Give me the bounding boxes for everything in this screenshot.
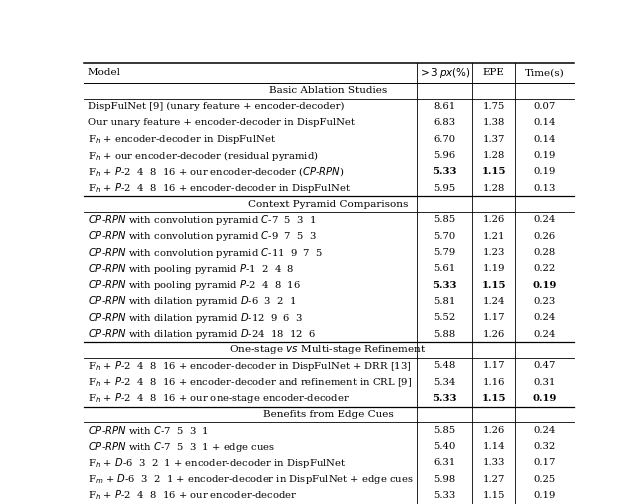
Text: 8.61: 8.61 xyxy=(433,102,456,111)
Text: F$_h$ + $\mathit{D}$-6 3 2 1 + encoder-decoder in DispFulNet: F$_h$ + $\mathit{D}$-6 3 2 1 + encoder-d… xyxy=(88,456,346,470)
Text: 5.34: 5.34 xyxy=(433,377,456,387)
Text: 1.17: 1.17 xyxy=(483,313,505,322)
Text: 0.22: 0.22 xyxy=(534,265,556,273)
Text: 1.27: 1.27 xyxy=(483,475,505,484)
Text: $> 3\,px(\%)$: $> 3\,px(\%)$ xyxy=(418,66,471,80)
Text: 0.32: 0.32 xyxy=(534,442,556,451)
Text: Basic Ablation Studies: Basic Ablation Studies xyxy=(269,86,387,95)
Text: 5.33: 5.33 xyxy=(432,167,457,176)
Text: 0.13: 0.13 xyxy=(534,183,556,193)
Text: 1.26: 1.26 xyxy=(483,330,505,339)
Text: 1.15: 1.15 xyxy=(481,394,506,403)
Text: F$_h$ + $P$-2 4 8 16 + our encoder-decoder: F$_h$ + $P$-2 4 8 16 + our encoder-decod… xyxy=(88,488,298,502)
Text: 5.48: 5.48 xyxy=(433,361,456,370)
Text: 5.33: 5.33 xyxy=(432,281,457,290)
Text: Context Pyramid Comparisons: Context Pyramid Comparisons xyxy=(248,200,408,209)
Text: 1.28: 1.28 xyxy=(483,151,505,160)
Text: 1.17: 1.17 xyxy=(483,361,505,370)
Text: 0.24: 0.24 xyxy=(534,330,556,339)
Text: 5.79: 5.79 xyxy=(433,248,456,257)
Text: 1.28: 1.28 xyxy=(483,183,505,193)
Text: 0.14: 0.14 xyxy=(534,118,556,128)
Text: 5.52: 5.52 xyxy=(433,313,456,322)
Text: 0.19: 0.19 xyxy=(534,491,556,500)
Text: F$_h$ + $P$-2 4 8 16 + encoder-decoder in DispFulNet: F$_h$ + $P$-2 4 8 16 + encoder-decoder i… xyxy=(88,181,351,195)
Text: 6.31: 6.31 xyxy=(433,459,456,467)
Text: EPE: EPE xyxy=(483,69,504,78)
Text: 0.19: 0.19 xyxy=(534,151,556,160)
Text: 0.07: 0.07 xyxy=(534,102,556,111)
Text: F$_h$ + $P$-2 4 8 16 + encoder-decoder and refinement in CRL [9]: F$_h$ + $P$-2 4 8 16 + encoder-decoder a… xyxy=(88,375,412,389)
Text: Benefits from Edge Cues: Benefits from Edge Cues xyxy=(262,410,394,419)
Text: F$_h$ + $P$-2 4 8 16 + our encoder-decoder ($\mathit{CP}$-$\mathit{RPN}$): F$_h$ + $P$-2 4 8 16 + our encoder-decod… xyxy=(88,165,344,178)
Text: 1.14: 1.14 xyxy=(483,442,505,451)
Text: 0.19: 0.19 xyxy=(534,167,556,176)
Text: 6.83: 6.83 xyxy=(433,118,456,128)
Text: 0.17: 0.17 xyxy=(534,459,556,467)
Text: F$_h$ + our encoder-decoder (residual pyramid): F$_h$ + our encoder-decoder (residual py… xyxy=(88,149,319,163)
Text: 1.23: 1.23 xyxy=(483,248,505,257)
Text: 0.31: 0.31 xyxy=(534,377,556,387)
Text: 1.26: 1.26 xyxy=(483,216,505,224)
Text: 1.15: 1.15 xyxy=(481,167,506,176)
Text: Time(s): Time(s) xyxy=(525,69,564,78)
Text: $\mathit{CP}$-$\mathit{RPN}$ with pooling pyramid $\mathit{P}$-1 2 4 8: $\mathit{CP}$-$\mathit{RPN}$ with poolin… xyxy=(88,262,294,276)
Text: 0.25: 0.25 xyxy=(534,475,556,484)
Text: 5.61: 5.61 xyxy=(433,265,456,273)
Text: 0.26: 0.26 xyxy=(534,232,556,241)
Text: $\mathit{CP}$-$\mathit{RPN}$ with convolution pyramid $\mathit{C}$-7 5 3 1: $\mathit{CP}$-$\mathit{RPN}$ with convol… xyxy=(88,213,316,227)
Text: $\mathit{CP}$-$\mathit{RPN}$ with dilation pyramid $\mathit{D}$-12 9 6 3: $\mathit{CP}$-$\mathit{RPN}$ with dilati… xyxy=(88,311,303,325)
Text: $\mathit{CP}$-$\mathit{RPN}$ with convolution pyramid $\mathit{C}$-9 7 5 3: $\mathit{CP}$-$\mathit{RPN}$ with convol… xyxy=(88,229,317,243)
Text: F$_m$ + $\mathit{D}$-6 3 2 1 + encoder-decoder in DispFulNet + edge cues: F$_m$ + $\mathit{D}$-6 3 2 1 + encoder-d… xyxy=(88,472,413,486)
Text: 5.33: 5.33 xyxy=(432,394,457,403)
Text: 0.28: 0.28 xyxy=(534,248,556,257)
Text: 0.19: 0.19 xyxy=(532,394,557,403)
Text: 0.24: 0.24 xyxy=(534,216,556,224)
Text: F$_h$ + encoder-decoder in DispFulNet: F$_h$ + encoder-decoder in DispFulNet xyxy=(88,133,276,146)
Text: 1.33: 1.33 xyxy=(483,459,505,467)
Text: 5.96: 5.96 xyxy=(433,151,456,160)
Text: Our unary feature + encoder-decoder in DispFulNet: Our unary feature + encoder-decoder in D… xyxy=(88,118,355,128)
Text: 5.40: 5.40 xyxy=(433,442,456,451)
Text: 1.21: 1.21 xyxy=(483,232,505,241)
Text: 0.24: 0.24 xyxy=(534,313,556,322)
Text: 5.95: 5.95 xyxy=(433,183,456,193)
Text: 0.24: 0.24 xyxy=(534,426,556,435)
Text: 5.81: 5.81 xyxy=(433,297,456,306)
Text: 1.75: 1.75 xyxy=(483,102,505,111)
Text: 5.85: 5.85 xyxy=(433,216,456,224)
Text: F$_h$ + $P$-2 4 8 16 + encoder-decoder in DispFulNet + DRR [13]: F$_h$ + $P$-2 4 8 16 + encoder-decoder i… xyxy=(88,359,412,373)
Text: 1.15: 1.15 xyxy=(481,281,506,290)
Text: 5.70: 5.70 xyxy=(433,232,456,241)
Text: 1.37: 1.37 xyxy=(483,135,505,144)
Text: $\mathit{CP}$-$\mathit{RPN}$ with convolution pyramid $\mathit{C}$-11 9 7 5: $\mathit{CP}$-$\mathit{RPN}$ with convol… xyxy=(88,245,323,260)
Text: 0.47: 0.47 xyxy=(534,361,556,370)
Text: $\mathit{CP}$-$\mathit{RPN}$ with pooling pyramid $\mathit{P}$-2 4 8 16: $\mathit{CP}$-$\mathit{RPN}$ with poolin… xyxy=(88,278,301,292)
Text: 0.19: 0.19 xyxy=(532,281,557,290)
Text: 1.24: 1.24 xyxy=(483,297,505,306)
Text: 5.85: 5.85 xyxy=(433,426,456,435)
Text: 1.38: 1.38 xyxy=(483,118,505,128)
Text: $\mathit{CP}$-$\mathit{RPN}$ with dilation pyramid $\mathit{D}$-24 18 12 6: $\mathit{CP}$-$\mathit{RPN}$ with dilati… xyxy=(88,327,316,341)
Text: $\mathit{CP}$-$\mathit{RPN}$ with dilation pyramid $\mathit{D}$-6 3 2 1: $\mathit{CP}$-$\mathit{RPN}$ with dilati… xyxy=(88,294,296,308)
Text: 1.26: 1.26 xyxy=(483,426,505,435)
Text: $\mathit{CP}$-$\mathit{RPN}$ with $\mathit{C}$-7 5 3 1 + edge cues: $\mathit{CP}$-$\mathit{RPN}$ with $\math… xyxy=(88,439,275,454)
Text: 5.33: 5.33 xyxy=(433,491,456,500)
Text: 6.70: 6.70 xyxy=(433,135,456,144)
Text: F$_h$ + $P$-2 4 8 16 + our one-stage encoder-decoder: F$_h$ + $P$-2 4 8 16 + our one-stage enc… xyxy=(88,392,350,406)
Text: 1.16: 1.16 xyxy=(483,377,505,387)
Text: One-stage $\mathit{vs}$ Multi-stage Refinement: One-stage $\mathit{vs}$ Multi-stage Refi… xyxy=(229,344,427,356)
Text: 1.15: 1.15 xyxy=(483,491,505,500)
Text: 0.14: 0.14 xyxy=(534,135,556,144)
Text: $\mathit{CP}$-$\mathit{RPN}$ with $\mathit{C}$-7 5 3 1: $\mathit{CP}$-$\mathit{RPN}$ with $\math… xyxy=(88,424,209,436)
Text: 0.23: 0.23 xyxy=(534,297,556,306)
Text: 5.88: 5.88 xyxy=(433,330,456,339)
Text: 1.19: 1.19 xyxy=(483,265,505,273)
Text: Model: Model xyxy=(88,69,121,78)
Text: 5.98: 5.98 xyxy=(433,475,456,484)
Text: DispFulNet [9] (unary feature + encoder-decoder): DispFulNet [9] (unary feature + encoder-… xyxy=(88,102,344,111)
